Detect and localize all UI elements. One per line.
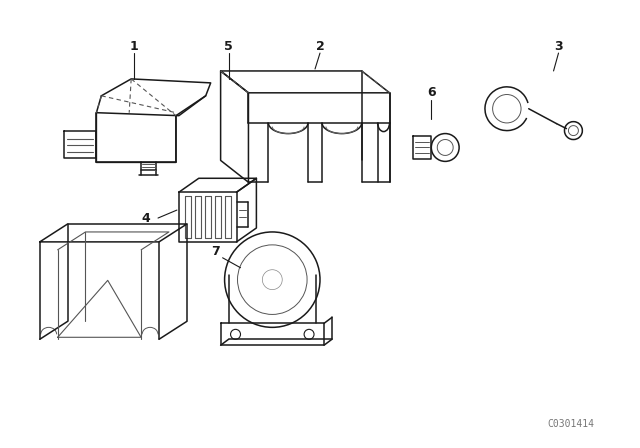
Text: 7: 7 [211,246,220,258]
Text: 1: 1 [130,39,138,52]
Text: 4: 4 [141,211,150,224]
Text: 3: 3 [554,39,563,52]
Text: 5: 5 [224,39,233,52]
Text: C0301414: C0301414 [548,419,595,429]
Text: 6: 6 [427,86,436,99]
Text: 2: 2 [316,39,324,52]
